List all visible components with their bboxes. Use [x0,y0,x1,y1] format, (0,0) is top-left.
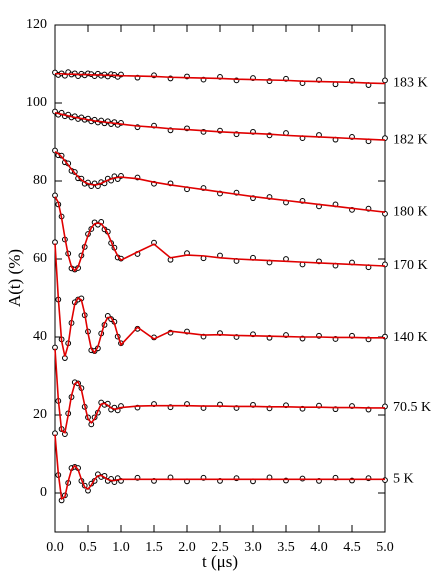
x-tick-label: 2.0 [178,540,196,555]
y-tick-label: 100 [26,95,47,110]
y-axis-title: A(t) (%) [5,249,24,307]
x-tick-label: 2.5 [211,540,229,555]
y-tick-label: 120 [26,17,47,32]
x-tick-label: 5.0 [376,540,394,555]
plot-frame [54,24,386,533]
y-tick-label: 80 [33,173,47,188]
x-tick-label: 1.5 [145,540,163,555]
fit-line [54,196,386,272]
x-tick-label: 1.0 [112,540,130,555]
x-tick-label: 3.5 [277,540,295,555]
series-label: 5 K [393,472,414,487]
y-tick-label: 60 [33,251,47,266]
series-label: 170 K [393,258,428,273]
x-axis-title: t (μs) [202,552,238,571]
series-label: 180 K [393,204,428,219]
fit-line [55,72,386,85]
fit-line [54,111,386,141]
y-tick-label: 20 [33,407,47,422]
series-label: 183 K [393,76,428,91]
x-tick-label: 0.5 [79,540,97,555]
fit-line [54,434,385,501]
x-tick-label: 4.5 [343,540,361,555]
fit-line [54,348,385,434]
data-point [382,77,388,84]
fit-line [54,151,386,213]
fit-line [54,243,385,357]
y-tick-label: 40 [33,329,47,344]
series-label: 70.5 K [393,400,431,415]
series-label: 182 K [393,132,428,147]
series-label: 140 K [393,330,428,345]
x-tick-label: 3.0 [244,540,262,555]
x-tick-label: 4.0 [310,540,328,555]
y-tick-label: 0 [40,485,47,500]
x-tick-label: 0.0 [46,540,64,555]
